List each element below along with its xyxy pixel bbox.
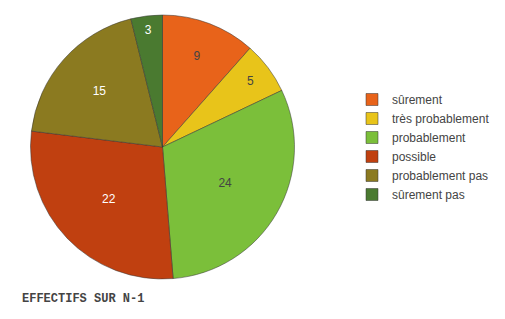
svg-text:probablement pas: probablement pas (392, 169, 488, 183)
svg-text:5: 5 (247, 74, 254, 88)
svg-text:22: 22 (102, 192, 116, 206)
svg-text:24: 24 (218, 176, 232, 190)
svg-text:9: 9 (194, 49, 201, 63)
svg-text:très probablement: très probablement (392, 112, 489, 126)
svg-text:probablement: probablement (392, 131, 466, 145)
svg-text:3: 3 (145, 23, 152, 37)
svg-text:sûrement: sûrement (392, 93, 443, 107)
svg-text:EFFECTIFS SUR N-1: EFFECTIFS SUR N-1 (22, 292, 144, 306)
svg-text:sûrement pas: sûrement pas (392, 188, 465, 202)
svg-text:15: 15 (93, 84, 107, 98)
svg-text:possible: possible (392, 150, 436, 164)
